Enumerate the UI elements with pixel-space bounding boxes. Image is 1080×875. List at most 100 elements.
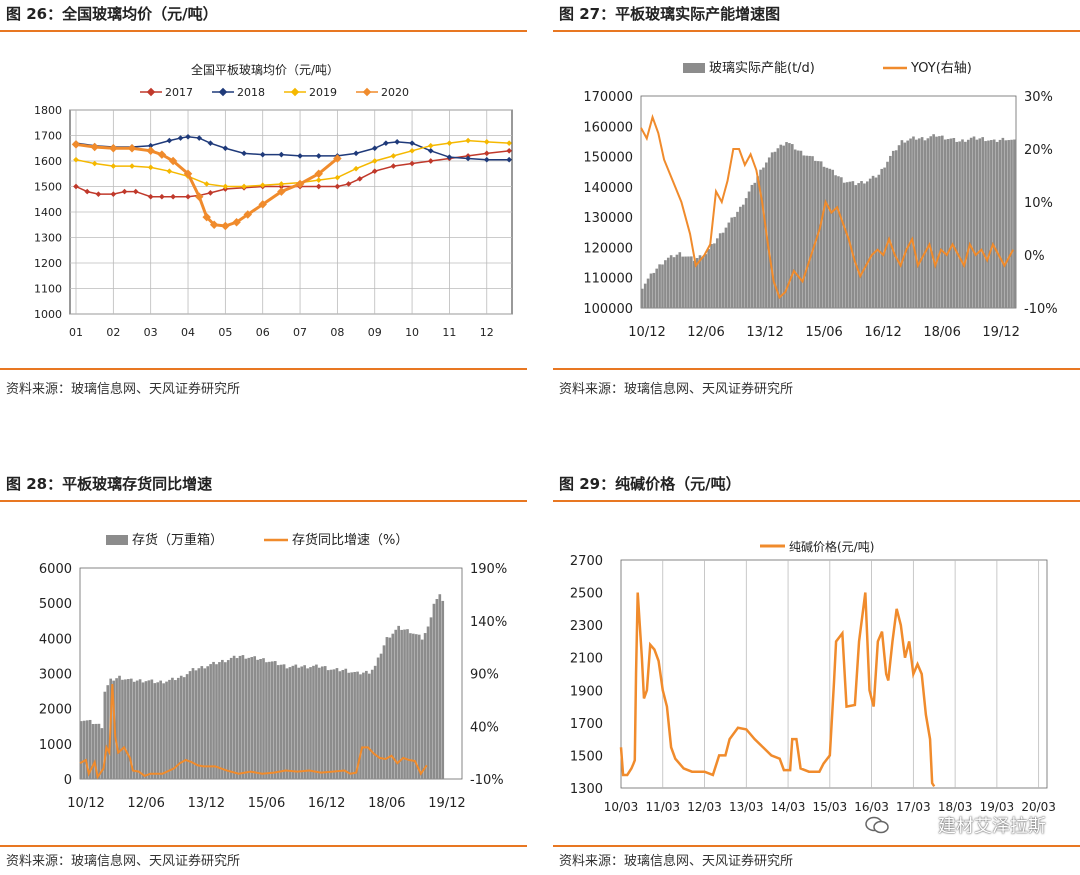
inventory-bar [716,238,719,308]
panel-title: 图 28：平板玻璃存货同比增速 [6,475,213,493]
inventory-bar [649,273,653,308]
inventory-bar [388,637,392,779]
inventory-bar [915,139,918,308]
title-rule [553,30,1080,32]
point-2018 [196,135,203,141]
inventory-bar [350,672,353,779]
y-right-tick-label: 30% [1024,90,1053,105]
point-2019 [129,163,135,169]
inventory-bar [417,634,421,779]
inventory-bar [655,268,659,308]
inventory-bar [391,633,395,779]
point-2017 [315,183,322,190]
inventory-bar [949,138,953,308]
y-left-tick-label: 140000 [583,181,633,196]
inventory-bar [886,161,889,308]
inventory-bar [658,264,661,308]
inventory-bar [150,679,154,779]
inventory-bar [221,659,224,779]
inventory-bar [103,691,107,779]
inventory-bar [889,155,892,308]
panel-glass-price: 图 26：全国玻璃均价（元/吨） 全国平板玻璃均价（元/吨） 2017 2018 20… [0,0,527,400]
inventory-bar [710,244,713,308]
inventory-bar [132,681,136,779]
inventory-bar [877,174,881,308]
point-2017 [506,147,512,154]
inventory-bar [1001,137,1005,308]
inventory-bar [779,144,783,308]
inventory-bar [995,141,999,308]
point-2017 [390,163,397,169]
point-2017 [121,188,128,195]
inventory-bar [972,136,976,308]
point-2018 [166,137,173,144]
inventory-bar [318,667,321,779]
inventory-bar [938,136,941,308]
point-2020 [157,150,167,159]
inventory-bar [874,177,878,308]
point-2017 [159,193,165,200]
point-2017 [110,191,117,197]
point-2018 [185,133,191,140]
x-tick-label: 15/06 [805,325,842,340]
inventory-bar [776,148,780,308]
x-tick-label: 15/06 [248,796,285,811]
inventory-bar [791,144,794,308]
inventory-bar [684,256,687,308]
inventory-bar [941,135,944,308]
x-tick-label: 10 [405,326,419,339]
inventory-bar [438,594,442,779]
point-2018 [446,154,453,161]
source-rule [0,368,527,370]
inventory-bar [819,161,823,308]
inventory-bar [868,178,872,308]
inventory-bar [666,257,670,308]
point-2019 [147,164,154,171]
series-line [640,113,1014,300]
inventory-bar [661,264,664,308]
inventory-bar [91,723,95,779]
inventory-bar [291,665,295,779]
inventory-bar [811,156,814,308]
inventory-bar [406,629,409,779]
point-2020 [243,210,253,219]
point-2017 [207,190,214,196]
inventory-bar [998,139,1002,308]
inventory-bar [176,677,180,779]
source-note: 资料来源：玻璃信息网、天风证券研究所 [559,854,794,869]
x-tick-label: 18/03 [938,800,973,814]
x-tick-label: 02 [106,326,120,339]
y-right-tick-label: -10% [470,773,504,788]
inventory-bar [1007,140,1010,308]
inventory-bar [805,155,809,308]
inventory-bar [262,658,265,779]
x-tick-label: 13/12 [188,796,225,811]
inventory-bar [840,177,843,308]
inventory-bar [713,243,716,308]
inventory-bar [860,181,863,308]
y-left-tick-label: 110000 [583,272,633,287]
inventory-bar [365,670,368,779]
inventory-bar [338,671,342,779]
title-rule [0,500,527,502]
point-2017 [334,183,341,190]
wechat-icon [865,816,889,834]
inventory-bar [226,660,230,779]
inventory-bar [141,682,145,779]
point-2017 [185,193,191,200]
y-tick-label: 2500 [570,587,603,602]
inventory-bar [412,633,415,779]
legend-label-line: 存货同比增速（%） [292,532,408,548]
y-tick-label: 1300 [34,232,62,245]
inventory-bar [946,139,950,308]
inventory-bar [808,155,811,308]
inventory-bar [871,175,875,308]
inventory-bar [701,256,705,308]
inventory-bar [698,255,702,308]
chart-capacity: 玻璃实际产能(t/d) YOY(右轴) 100000 110000 120000 1300… [583,61,1057,340]
source-note: 资料来源：玻璃信息网、天风证券研究所 [559,382,794,397]
inventory-bar [906,140,909,308]
y-left-tick-label: 120000 [583,241,633,256]
x-tick-label: 05 [218,326,232,339]
inventory-bar [903,142,907,308]
